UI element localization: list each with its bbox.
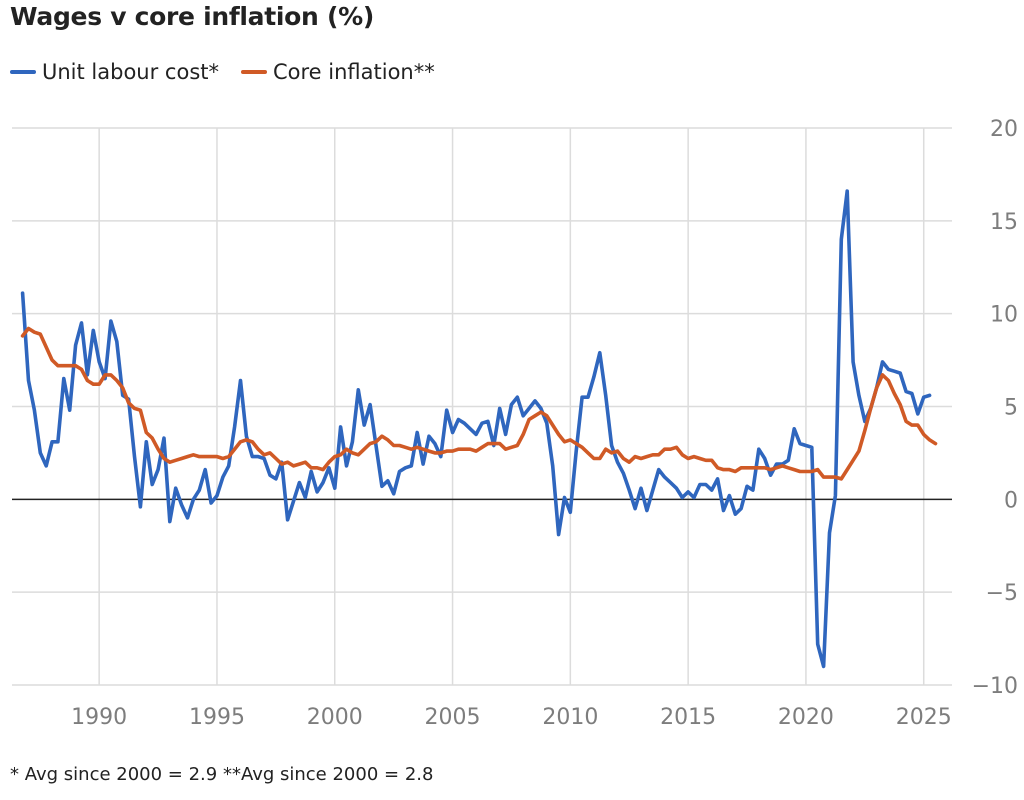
x-axis-ticks: 1990 1995 2000 2005 2010 2015 2020 2025: [71, 705, 952, 730]
x-tick-label: 2025: [896, 705, 952, 730]
y-tick-label: 0: [1004, 488, 1018, 513]
series-line-core-inflation: [20, 326, 938, 481]
y-tick-label: −10: [972, 674, 1018, 699]
x-tick-label: 2020: [778, 705, 834, 730]
y-tick-label: 15: [990, 210, 1018, 235]
x-tick-label: 2015: [660, 705, 716, 730]
x-tick-label: 2005: [425, 705, 481, 730]
y-tick-label: 10: [990, 303, 1018, 328]
legend-swatch-core-inflation: [241, 70, 267, 74]
x-tick-label: 1990: [71, 705, 127, 730]
legend-swatch-unit-labour-cost: [10, 70, 36, 74]
x-tick-label: 2000: [307, 705, 363, 730]
y-tick-label: 5: [1004, 396, 1018, 421]
legend: Unit labour cost* Core inflation**: [10, 60, 435, 84]
y-tick-label: 20: [990, 117, 1018, 142]
series-line-unit-labour-cost: [20, 189, 932, 669]
chart-title: Wages v core inflation (%): [10, 2, 374, 31]
y-axis-ticks: 20 15 10 5 0 −5 −10: [972, 117, 1018, 699]
legend-item-unit-labour-cost: Unit labour cost*: [10, 60, 219, 84]
x-tick-label: 1995: [189, 705, 245, 730]
legend-item-core-inflation: Core inflation**: [241, 60, 435, 84]
y-tick-label: −5: [986, 581, 1018, 606]
x-tick-label: 2010: [542, 705, 598, 730]
series-lines: [20, 189, 938, 669]
legend-label-core-inflation: Core inflation**: [273, 60, 435, 84]
footnote: * Avg since 2000 = 2.9 **Avg since 2000 …: [10, 764, 434, 785]
legend-label-unit-labour-cost: Unit labour cost*: [42, 60, 219, 84]
grid-lines: [12, 127, 952, 686]
